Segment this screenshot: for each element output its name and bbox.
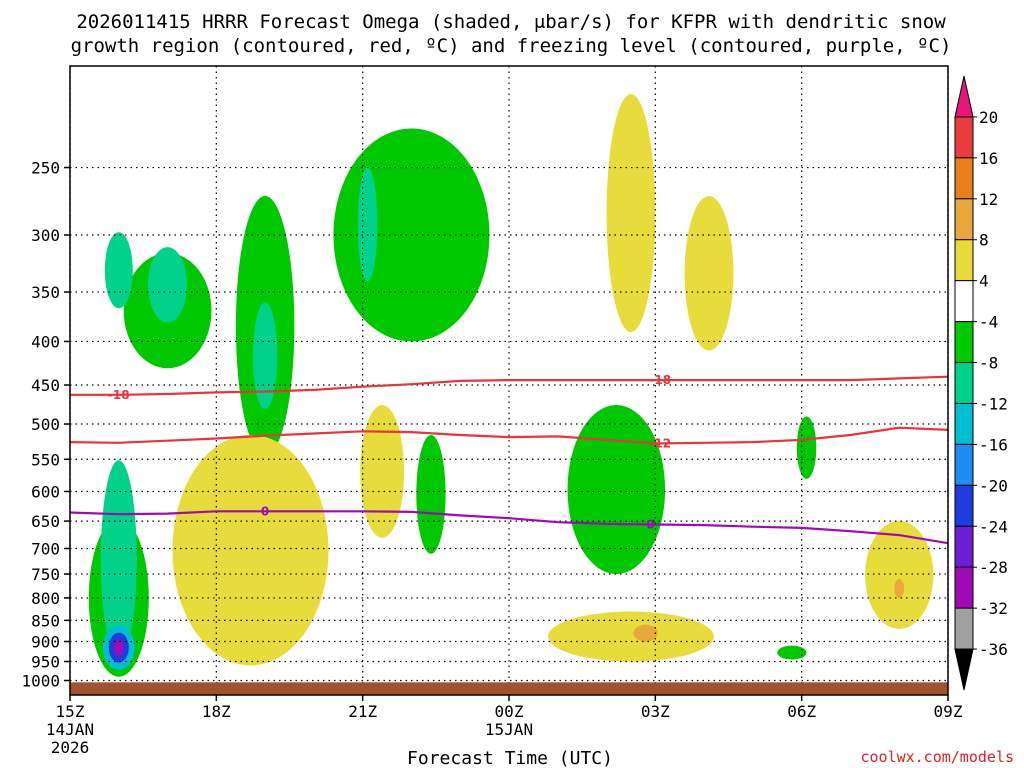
colorbar-label: -16 — [979, 435, 1008, 454]
contour-label-0: 0 — [646, 517, 654, 531]
omega-blob-teal — [252, 302, 278, 409]
y-tick-label: 1000 — [21, 671, 60, 690]
colorbar-bin — [954, 321, 974, 364]
y-tick-label: 600 — [31, 482, 60, 501]
colorbar-bin — [954, 116, 974, 159]
x-tick-label: 06Z — [787, 702, 816, 721]
omega-blob-purple — [113, 639, 124, 656]
omega-blob-green — [777, 645, 807, 660]
y-tick-label: 800 — [31, 589, 60, 608]
y-tick-label: 350 — [31, 283, 60, 302]
omega-blob-yellow — [684, 196, 734, 351]
pressure-axis: 250 300 350 400 450 500 550 600 650 700 750 800 850 9… — [21, 159, 70, 690]
contour-line--12 — [69, 426, 949, 445]
omega-blob-green — [567, 405, 666, 575]
y-tick-label: 400 — [31, 332, 60, 351]
y-tick-label: 850 — [31, 611, 60, 630]
x-tick-label: 00Z — [495, 702, 524, 721]
omega-blob-green — [416, 434, 446, 554]
colorbar-label: 16 — [979, 149, 998, 168]
colorbar-label: 12 — [979, 190, 998, 209]
colorbar-label: -20 — [979, 476, 1008, 495]
colorbar-bin — [954, 402, 974, 445]
colorbar-bin — [954, 198, 974, 241]
colorbar-label: 8 — [979, 231, 989, 250]
omega-blob-teal — [100, 460, 137, 658]
y-tick-label: 650 — [31, 512, 60, 531]
x-tick-sublabel2: 2026 — [51, 738, 90, 757]
contour-label--18: -18 — [649, 373, 671, 387]
chart-title-line1: 2026011415 HRRR Forecast Omega (shaded, … — [76, 11, 946, 33]
omega-blob-yellow — [865, 521, 934, 629]
contour-label--18: -18 — [108, 388, 130, 402]
y-tick-label: 250 — [31, 159, 60, 178]
omega-blob-orange — [894, 578, 905, 598]
omega-blob-teal — [104, 232, 133, 309]
omega-blob-teal — [148, 247, 188, 323]
y-tick-label: 450 — [31, 376, 60, 395]
omega-blob-teal — [357, 167, 378, 282]
colorbar-label: -8 — [979, 354, 998, 373]
x-tick-sublabel: 14JAN — [46, 720, 94, 739]
colorbar-bin — [954, 607, 974, 650]
chart-title-line2: growth region (contoured, red, ºC) and f… — [71, 35, 952, 57]
colorbar-label: -12 — [979, 394, 1008, 413]
y-tick-label: 550 — [31, 450, 60, 469]
colorbar-arrow-bottom — [954, 648, 974, 691]
omega-blob-orange — [633, 624, 658, 642]
y-tick-label: 950 — [31, 653, 60, 672]
colorbar-bin — [954, 443, 974, 486]
colorbar-label: 4 — [979, 272, 989, 291]
contour-lines: -18 -18 -12 0 0 — [69, 373, 949, 545]
colorbar-label: -4 — [979, 313, 998, 332]
terrain-strip — [70, 682, 948, 695]
grid-lines — [69, 66, 949, 695]
colorbar-label: -28 — [979, 558, 1008, 577]
omega-blob-yellow — [606, 94, 656, 333]
contour-line--18 — [70, 375, 949, 396]
colorbar-bin — [954, 362, 974, 404]
colorbar-bin — [954, 239, 974, 282]
contour-label-0: 0 — [261, 504, 269, 518]
credit-text: coolwx.com/models — [860, 748, 1014, 766]
omega-blob-green — [796, 416, 817, 479]
y-tick-label: 900 — [31, 633, 60, 652]
colorbar-bin — [954, 566, 974, 609]
y-tick-label: 750 — [31, 565, 60, 584]
y-tick-label: 300 — [31, 226, 60, 245]
contour-line-0 — [69, 510, 949, 545]
omega-colorbar: 20 16 12 8 4 -4 -8 -12 -16 -20 -24 -28 -32 -36 — [954, 75, 1008, 691]
omega-blob-yellow — [360, 405, 405, 538]
y-tick-label: 500 — [31, 415, 60, 434]
colorbar-label: -36 — [979, 640, 1008, 659]
x-tick-label: 15Z — [56, 702, 85, 721]
contour-label--12: -12 — [649, 436, 671, 450]
colorbar-arrow-top — [954, 75, 974, 118]
colorbar-label: -32 — [979, 599, 1008, 618]
x-tick-label: 09Z — [934, 702, 963, 721]
x-axis-label: Forecast Time (UTC) — [407, 748, 613, 768]
x-tick-label: 03Z — [641, 702, 670, 721]
omega-shading — [88, 94, 934, 677]
x-tick-label: 18Z — [202, 702, 231, 721]
colorbar-label: -24 — [979, 517, 1008, 536]
omega-blob-yellow — [548, 611, 714, 662]
colorbar-bin — [954, 525, 974, 568]
colorbar-label: 20 — [979, 108, 998, 127]
x-tick-label: 21Z — [348, 702, 377, 721]
colorbar-bin — [954, 157, 974, 200]
colorbar-bin — [954, 280, 974, 323]
omega-blob-yellow — [172, 434, 329, 666]
y-tick-label: 700 — [31, 540, 60, 559]
colorbar-bin — [954, 484, 974, 527]
terrain-fill — [70, 682, 948, 695]
x-tick-sublabel: 15JAN — [485, 720, 533, 739]
